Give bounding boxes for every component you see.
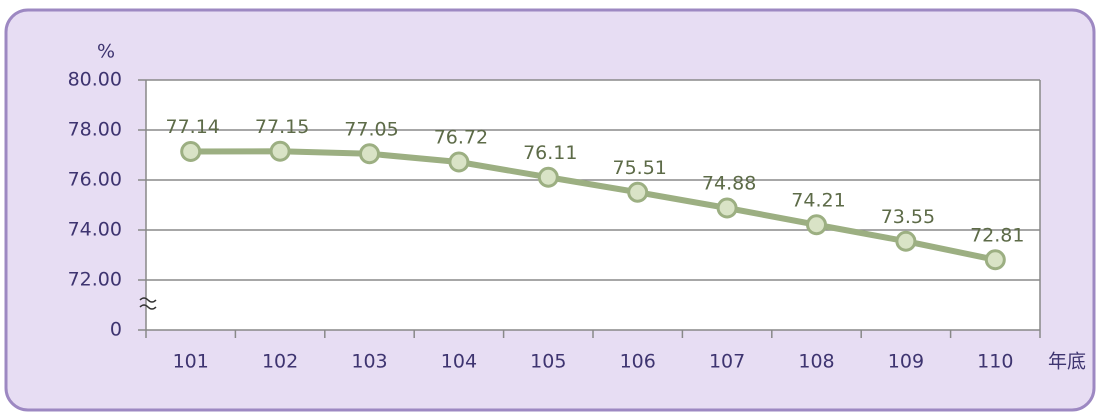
value-label: 75.51: [612, 157, 666, 179]
value-label: 77.14: [165, 116, 219, 138]
x-tick-label: 108: [798, 351, 834, 373]
marker: [895, 230, 917, 252]
marker: [448, 151, 470, 173]
y-tick-label: 0: [110, 319, 122, 341]
x-tick-label: 102: [262, 351, 298, 373]
x-tick-label: 104: [441, 351, 477, 373]
marker: [269, 140, 291, 162]
value-label: 76.72: [434, 127, 488, 149]
x-axis-label: 年底: [1048, 351, 1086, 373]
y-tick-label: 72.00: [68, 269, 122, 291]
axis-break: [139, 297, 157, 310]
value-label: 74.88: [702, 173, 756, 195]
x-tick-label: 107: [709, 351, 745, 373]
x-tick-label: 101: [173, 351, 209, 373]
x-tick-label: 106: [620, 351, 656, 373]
marker: [180, 141, 202, 162]
y-tick-label: 74.00: [68, 219, 122, 241]
value-label: 74.21: [791, 189, 845, 211]
marker: [806, 214, 827, 236]
marker: [537, 166, 559, 188]
value-label: 73.55: [881, 206, 935, 228]
value-label: 72.81: [970, 224, 1024, 246]
marker: [359, 143, 380, 165]
line: [190, 148, 996, 263]
x-tick-label: 110: [977, 351, 1013, 373]
y-tick-label: 80.00: [68, 69, 122, 91]
value-label: 77.15: [255, 116, 309, 138]
x-tick-label: 105: [530, 351, 566, 373]
marker: [716, 197, 738, 219]
marker: [984, 249, 1006, 271]
x-tick-label: 109: [888, 351, 924, 373]
value-label: 77.05: [344, 118, 398, 140]
marker: [627, 181, 649, 203]
x-tick-label: 103: [351, 351, 387, 373]
y-tick-label: 76.00: [68, 169, 122, 191]
y-axis-label: %: [97, 41, 115, 63]
plot-area: [146, 80, 1040, 330]
value-label: 76.11: [523, 142, 577, 164]
y-tick-label: 78.00: [68, 119, 122, 141]
